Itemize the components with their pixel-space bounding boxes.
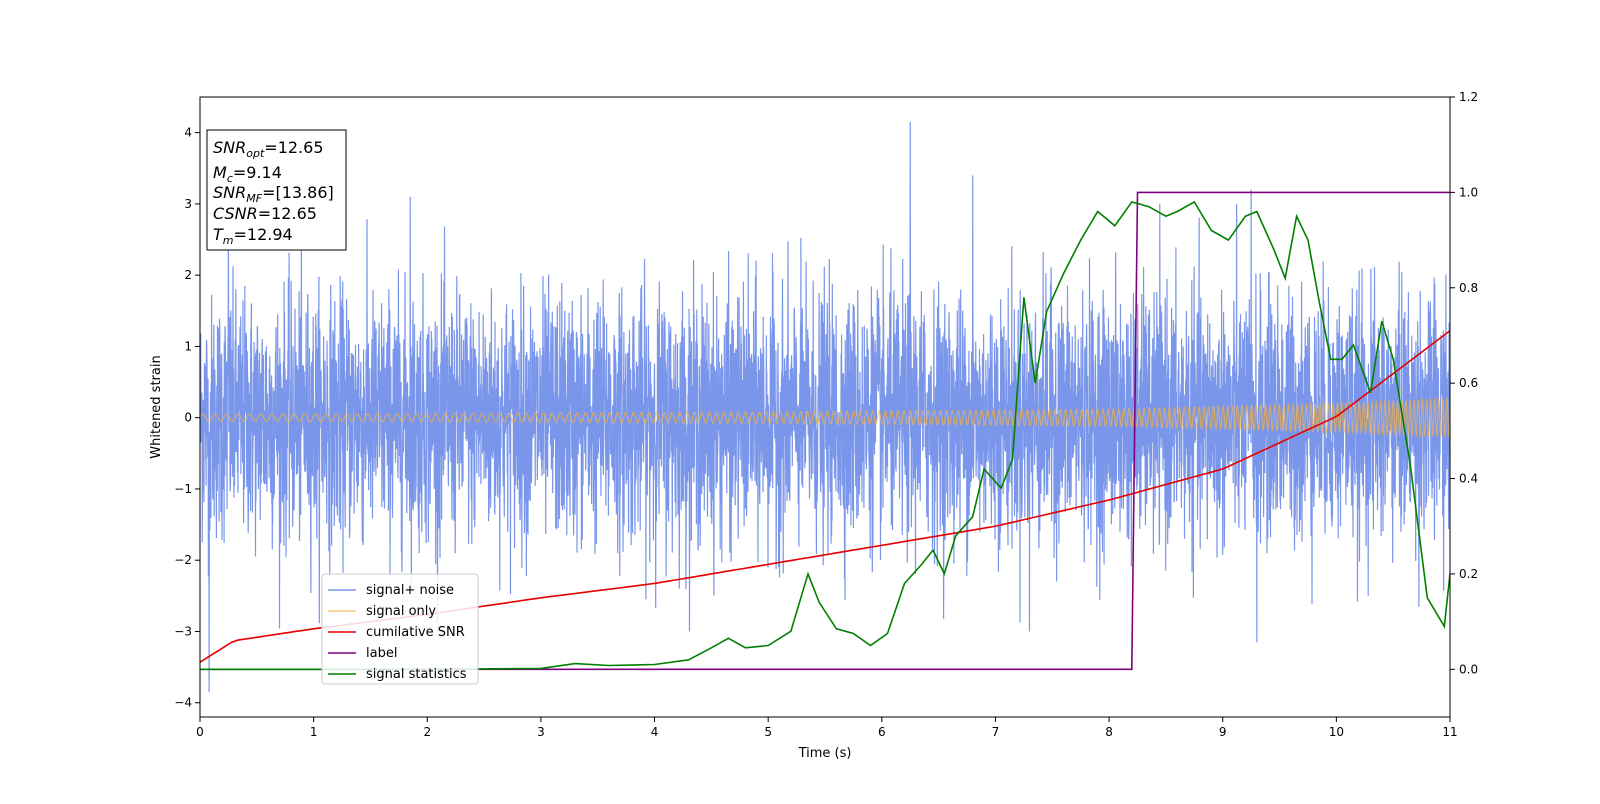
legend-label: signal statistics: [366, 667, 467, 682]
y2-tick-label: 0.6: [1459, 376, 1478, 390]
annotation-snr-mf: SNRMF=[13.86]: [213, 183, 334, 205]
x-tick-label: 4: [651, 725, 659, 739]
legend-entry-signal-statistics: signal statistics: [328, 667, 467, 682]
y-axis-label: Whitened strain: [149, 355, 164, 458]
legend-entry-signal-only: signal only: [328, 604, 436, 619]
annotation-csnr: CSNR=12.65: [213, 204, 317, 223]
x-axis-label: Time (s): [798, 746, 852, 761]
plot-frame: [199, 96, 1451, 718]
legend: signal+ noise signal only cumilative SNR la…: [321, 573, 479, 685]
series-label-line: [200, 191, 1450, 671]
legend-label: signal+ noise: [366, 583, 454, 598]
x-tick-label: 6: [878, 725, 886, 739]
x-tick-label: 2: [423, 725, 431, 739]
y2-tick-label: 0.0: [1459, 662, 1478, 676]
x-tick-label: 8: [1105, 725, 1113, 739]
y-tick-label: −4: [174, 696, 192, 710]
y-tick-label: 4: [184, 126, 192, 140]
series-signal-only-line: [200, 396, 1450, 438]
x-tick-label: 9: [1219, 725, 1227, 739]
y2-tick-label: 0.4: [1459, 472, 1478, 486]
y-tick-label: 1: [184, 339, 192, 353]
y-tick-label: −1: [174, 482, 192, 496]
legend-label: cumilative SNR: [366, 625, 465, 640]
legend-frame: [321, 573, 479, 685]
stats-annotation-box: SNRopt=12.65 Mc=9.14 SNRMF=[13.86] CSNR=…: [206, 129, 347, 251]
y2-tick-label: 0.2: [1459, 567, 1478, 581]
x-tick-label: 7: [992, 725, 1000, 739]
x-tick-label: 1: [310, 725, 318, 739]
y-tick-label: −2: [174, 553, 192, 567]
legend-entry-label: label: [328, 646, 397, 661]
legend-label: label: [366, 646, 397, 661]
y-tick-label: 0: [184, 411, 192, 425]
y2-tick-label: 1.0: [1459, 185, 1478, 199]
stats-annotation-frame: [206, 129, 347, 251]
x-tick-label: 10: [1329, 725, 1344, 739]
y2-tick-label: 1.2: [1459, 90, 1478, 104]
legend-entry-cumulative-snr: cumilative SNR: [328, 625, 465, 640]
x-tick-label: 3: [537, 725, 545, 739]
x-tick-label: 0: [196, 725, 204, 739]
y-tick-label: 2: [184, 268, 192, 282]
y-tick-label: −3: [174, 624, 192, 638]
y2-tick-label: 0.8: [1459, 281, 1478, 295]
series-signal-statistics-line: [200, 200, 1450, 671]
x-tick-label: 11: [1442, 725, 1457, 739]
x-tick-label: 5: [764, 725, 772, 739]
legend-entry-signal-noise: signal+ noise: [328, 583, 454, 598]
annotation-tm: Tm=12.94: [213, 225, 293, 247]
axes-layer: 0 1 2 3 4 5 6 7 8 9 10 11 −4 −3 −2 −1 0 1 2 3 4 0.0 0.2 0.4 0.6 0…: [174, 90, 1478, 739]
annotation-mc: Mc=9.14: [213, 163, 282, 185]
annotation-snr-opt: SNRopt=12.65: [213, 138, 324, 160]
legend-label: signal only: [366, 604, 436, 619]
y-tick-label: 3: [184, 197, 192, 211]
